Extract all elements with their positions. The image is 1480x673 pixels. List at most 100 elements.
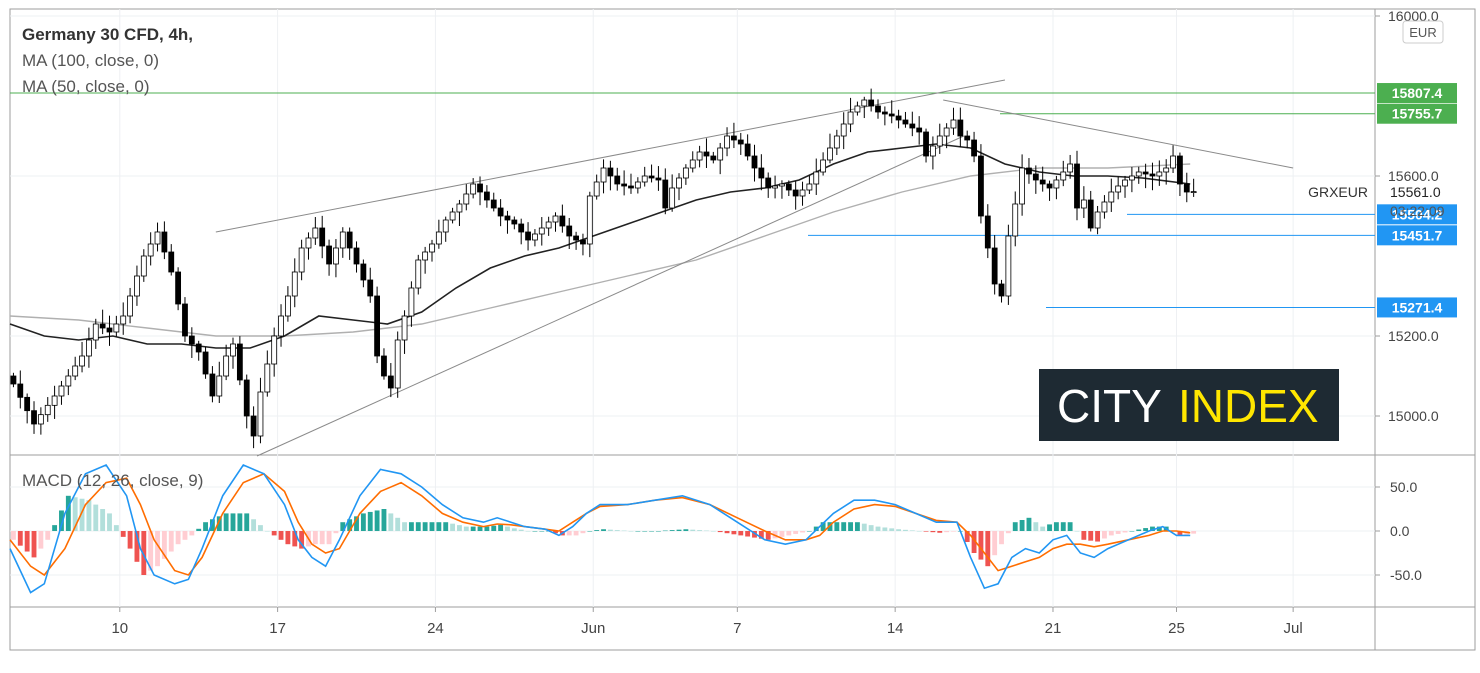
candle-body (51, 395, 58, 406)
candle (442, 216, 449, 242)
macd-histogram-bar (59, 510, 64, 531)
currency-badge[interactable]: EUR (1402, 20, 1444, 44)
candle (319, 215, 326, 259)
macd-histogram-bar (86, 500, 92, 531)
candle (92, 318, 99, 349)
macd-histogram-bar (656, 531, 661, 532)
macd-histogram-bar (937, 531, 943, 533)
macd-histogram-bar (662, 530, 668, 532)
macd-histogram-bar (470, 526, 476, 531)
candle-body (140, 255, 147, 277)
macd-histogram-bar (676, 529, 682, 531)
level-badge-label-2: 15504.2 (1392, 206, 1443, 222)
macd-histogram-bar (944, 531, 950, 533)
macd-histogram-bar (889, 528, 895, 531)
candle-body (641, 175, 648, 183)
candle (99, 309, 106, 335)
candle (1190, 178, 1197, 197)
candle (1135, 166, 1142, 184)
symbol-label: GRXEUR (1308, 184, 1368, 200)
macd-histogram-bar (710, 531, 716, 532)
time-tick-label: Jun (581, 620, 605, 637)
macd-histogram-bar (752, 531, 757, 538)
candle-body (964, 135, 971, 141)
candle-body (490, 199, 497, 209)
macd-histogram-bar (436, 522, 442, 531)
macd-histogram-bar (635, 531, 641, 532)
candle (1128, 167, 1135, 193)
legend-ma100: MA (100, close, 0) (22, 51, 159, 70)
candle (978, 144, 984, 224)
candle-body (813, 171, 820, 185)
candle-body (72, 365, 79, 377)
candle-body (971, 139, 977, 157)
macd-histogram-bar (1150, 526, 1155, 531)
macd-histogram-bar (408, 522, 414, 531)
candle (957, 107, 964, 148)
macd-histogram-bar (381, 509, 387, 531)
candle-body (31, 410, 37, 425)
macd-histogram-bar (477, 526, 483, 531)
candle (854, 101, 861, 116)
candle-body (209, 373, 216, 397)
macd-panel (9, 464, 1197, 594)
candle (477, 176, 483, 206)
candle-body (689, 159, 696, 169)
candle (744, 134, 751, 161)
macd-histogram-bar (580, 531, 586, 534)
macd-histogram-bar (230, 513, 236, 531)
macd-histogram-bar (292, 531, 298, 547)
macd-histogram-bar (868, 525, 874, 531)
macd-histogram-bar (402, 522, 407, 531)
candle (10, 372, 17, 388)
candle-body (682, 167, 689, 179)
candle-body (367, 279, 374, 297)
candle-body (154, 231, 161, 245)
candle (1142, 163, 1149, 189)
candle (868, 88, 875, 112)
candle (566, 217, 573, 249)
macd-histogram-bar (1102, 531, 1107, 539)
candle-body (195, 343, 202, 353)
candle (895, 109, 902, 129)
candle-body (621, 183, 628, 187)
candle-body (648, 175, 655, 179)
candle (1026, 158, 1032, 184)
candles (10, 88, 1197, 449)
candle-body (881, 111, 888, 115)
macd-histogram-bar (642, 531, 648, 532)
candle-body (909, 123, 916, 129)
candle-body (703, 151, 710, 157)
level-badge-4 (1377, 297, 1457, 318)
candle (106, 315, 113, 346)
candle-body (79, 355, 85, 367)
candle-body (243, 379, 250, 417)
candle (58, 380, 65, 405)
candle-body (1163, 167, 1170, 173)
macd-histogram-bar (258, 525, 263, 531)
macd-histogram-bar (820, 522, 826, 531)
candle-body (291, 271, 298, 297)
candle (1087, 190, 1094, 232)
level-badge-2 (1377, 204, 1457, 225)
candle (223, 344, 230, 381)
candle-body (676, 177, 682, 189)
macd-histogram-bar (601, 529, 606, 531)
time-tick-label: 25 (1168, 620, 1185, 637)
candle (1074, 150, 1080, 221)
candle (984, 204, 991, 259)
macd-histogram-bar (237, 513, 243, 531)
candle-body (346, 231, 353, 249)
candle (86, 327, 92, 368)
candle-body (216, 375, 223, 397)
candle-body (65, 375, 72, 387)
candle (1101, 195, 1108, 219)
candle (175, 267, 182, 311)
macd-histogram-bar (127, 531, 133, 549)
macd-histogram-bar (628, 531, 634, 532)
candle-body (483, 191, 490, 201)
level-badge-3 (1377, 225, 1457, 246)
macd-histogram-bar (848, 522, 853, 531)
